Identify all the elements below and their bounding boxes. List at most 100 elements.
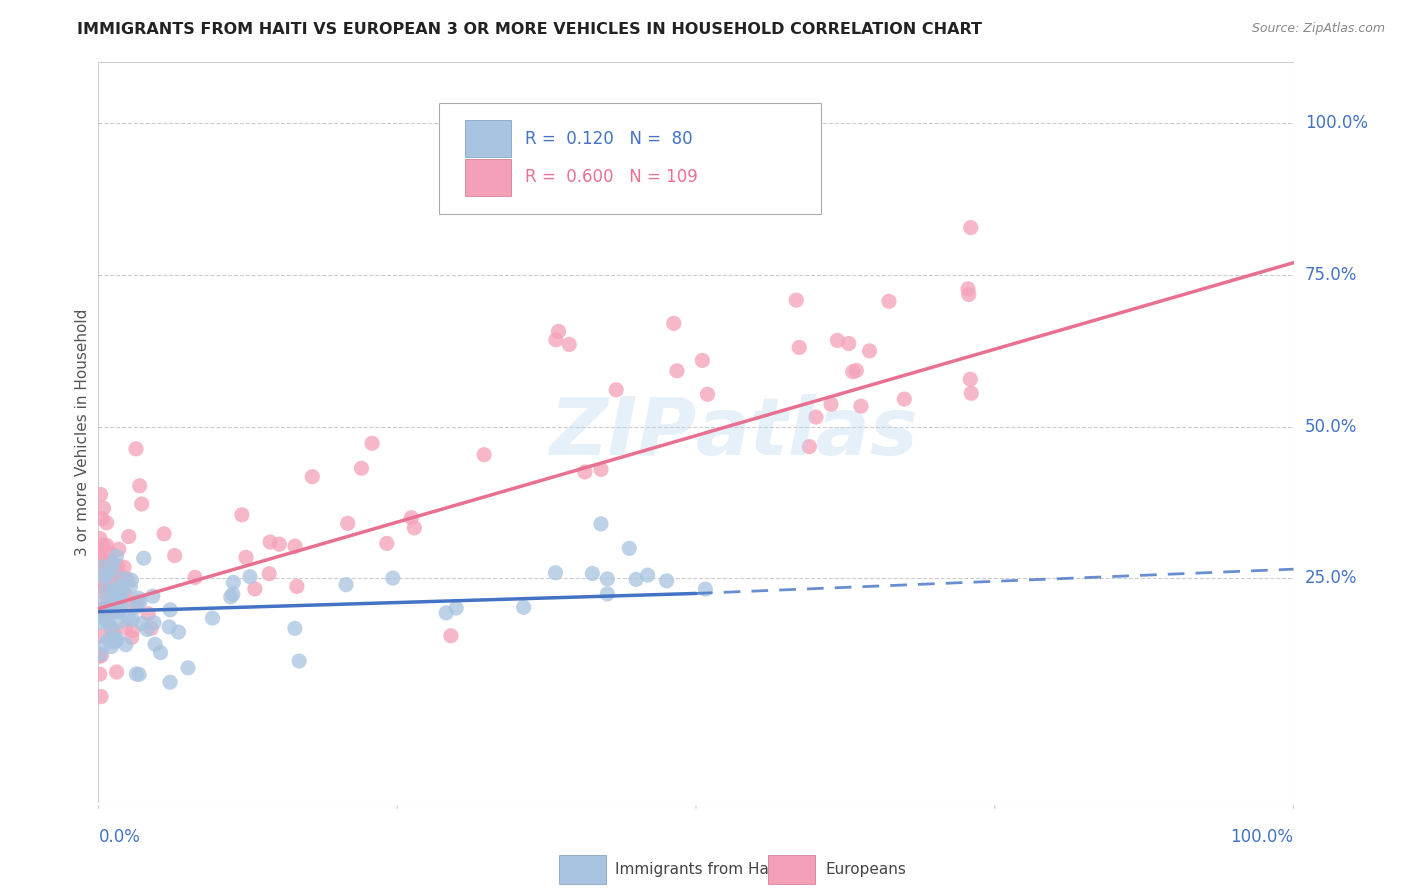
Point [98, 566, 121, 581]
Point [100, 621, 122, 635]
Point [104, 582, 127, 597]
Bar [465, 120, 510, 157]
Point [201, 611, 224, 625]
Point [959, 372, 981, 386]
Point [90, 690, 112, 704]
Point [107, 588, 129, 602]
Point [159, 603, 181, 617]
Point [472, 448, 495, 462]
Point [114, 587, 136, 601]
Point [111, 584, 134, 599]
Point [101, 596, 124, 610]
Point [110, 591, 132, 606]
Point [98, 560, 121, 574]
Point [444, 601, 467, 615]
Point [375, 536, 398, 550]
Point [98, 554, 121, 568]
Point [637, 568, 659, 582]
Point [692, 353, 714, 368]
Text: 50.0%: 50.0% [1305, 417, 1357, 435]
Point [104, 597, 127, 611]
Point [97, 582, 120, 596]
Point [103, 602, 125, 616]
Point [404, 521, 426, 535]
Point [269, 537, 291, 551]
Point [112, 560, 135, 574]
Point [132, 551, 155, 566]
Point [91, 512, 114, 526]
Point [284, 621, 307, 635]
Point [131, 497, 153, 511]
Point [107, 566, 129, 581]
Text: R =  0.600   N = 109: R = 0.600 N = 109 [524, 169, 697, 186]
Point [104, 574, 127, 588]
Point [184, 570, 207, 584]
Point [103, 635, 125, 649]
Text: IMMIGRANTS FROM HAITI VS EUROPEAN 3 OR MORE VEHICLES IN HOUSEHOLD CORRELATION CH: IMMIGRANTS FROM HAITI VS EUROPEAN 3 OR M… [77, 22, 983, 37]
Point [574, 465, 596, 479]
Point [98, 596, 121, 610]
Point [301, 469, 323, 483]
Point [90, 647, 112, 661]
Point [350, 461, 373, 475]
Point [547, 325, 569, 339]
Point [108, 604, 131, 618]
Point [105, 585, 128, 599]
Point [90, 554, 112, 568]
Point [695, 582, 717, 596]
Point [101, 562, 124, 576]
Point [103, 627, 125, 641]
Point [100, 640, 122, 654]
Point [121, 631, 143, 645]
Point [259, 535, 281, 549]
Text: R =  0.120   N =  80: R = 0.120 N = 80 [524, 129, 693, 148]
Point [89, 649, 111, 664]
Point [101, 570, 124, 584]
Point [177, 661, 200, 675]
Point [107, 558, 129, 573]
Point [105, 632, 128, 646]
Point [121, 612, 143, 626]
Point [107, 605, 129, 619]
Point [90, 602, 112, 616]
Point [110, 598, 132, 612]
Point [96, 516, 118, 530]
Point [655, 574, 678, 588]
Bar [768, 855, 815, 884]
Y-axis label: 3 or more Vehicles in Household: 3 or more Vehicles in Household [75, 309, 90, 557]
Point [104, 590, 127, 604]
Point [89, 549, 111, 563]
Point [105, 549, 128, 564]
Point [103, 599, 125, 614]
Point [105, 665, 128, 679]
Point [401, 510, 423, 524]
Point [96, 582, 118, 596]
Point [239, 570, 262, 584]
Point [125, 667, 148, 681]
Point [956, 282, 979, 296]
Point [90, 648, 112, 663]
Point [596, 572, 619, 586]
Point [97, 615, 120, 630]
Point [93, 570, 115, 584]
Bar [465, 159, 510, 195]
Point [94, 612, 117, 626]
Point [820, 397, 842, 411]
Point [842, 365, 865, 379]
Point [117, 611, 139, 625]
Point [101, 556, 124, 570]
Point [222, 575, 245, 590]
Point [120, 573, 142, 587]
Point [235, 550, 257, 565]
Point [91, 559, 114, 574]
Point [838, 336, 860, 351]
Point [159, 675, 181, 690]
Point [89, 608, 111, 623]
Point [662, 317, 685, 331]
Point [434, 606, 457, 620]
Point [957, 287, 980, 301]
Point [558, 337, 581, 351]
Point [335, 577, 357, 591]
Point [89, 532, 111, 546]
Point [118, 529, 141, 543]
